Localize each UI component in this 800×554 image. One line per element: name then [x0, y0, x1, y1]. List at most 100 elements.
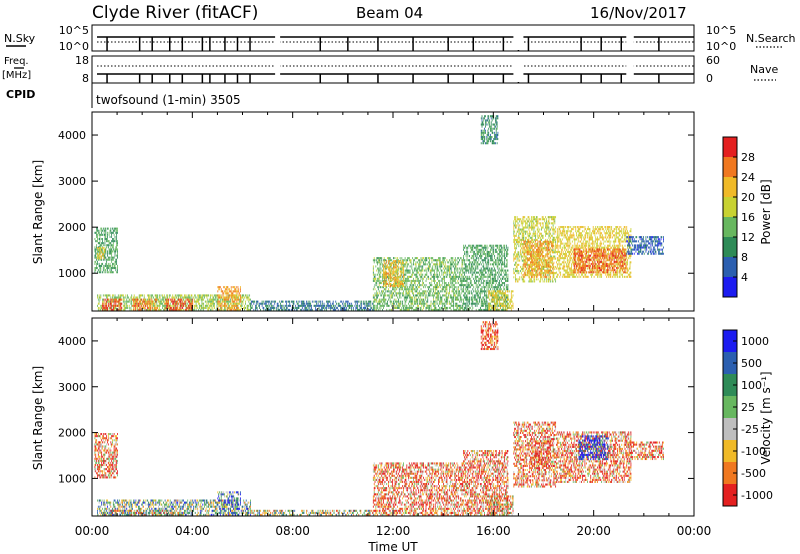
data-cell	[110, 229, 112, 232]
data-cell	[504, 248, 506, 251]
data-cell	[423, 257, 424, 260]
nsearch-tick-high: 10^5	[706, 24, 736, 37]
data-cell	[401, 270, 403, 273]
data-cell	[188, 306, 190, 309]
data-cell	[408, 288, 409, 291]
data-cell	[184, 298, 186, 301]
data-cell	[446, 300, 448, 303]
data-cell	[137, 298, 139, 301]
data-cell	[373, 304, 375, 307]
data-cell	[404, 300, 406, 303]
data-cell	[387, 304, 388, 307]
data-cell	[501, 282, 503, 285]
data-cell	[389, 285, 391, 288]
data-cell	[377, 286, 378, 289]
data-cell	[430, 257, 432, 260]
data-cell	[502, 306, 504, 309]
data-cell	[315, 304, 317, 307]
data-cell	[238, 306, 240, 309]
data-cell	[273, 300, 275, 303]
data-cell	[309, 308, 311, 311]
data-cell	[219, 296, 220, 299]
data-cell	[495, 306, 496, 309]
data-cell	[180, 308, 182, 311]
data-cell	[103, 252, 105, 255]
data-cell	[387, 264, 388, 267]
data-cell	[415, 294, 417, 297]
data-cell	[111, 308, 113, 311]
data-cell	[349, 306, 351, 309]
data-cell	[385, 288, 387, 291]
data-cell	[488, 255, 490, 258]
data-cell	[479, 292, 480, 295]
data-cell	[499, 308, 501, 311]
data-cell	[385, 298, 387, 301]
data-cell	[481, 275, 483, 278]
data-cell	[166, 294, 168, 297]
data-cell	[388, 260, 389, 263]
data-cell	[179, 306, 180, 309]
data-cell	[363, 302, 365, 305]
data-cell	[495, 248, 497, 251]
data-cell	[425, 292, 427, 295]
data-cell	[459, 277, 461, 280]
data-cell	[211, 304, 213, 307]
data-cell	[418, 269, 420, 272]
data-cell	[398, 279, 400, 282]
data-cell	[119, 302, 121, 305]
data-cell	[469, 267, 470, 270]
data-cell	[140, 294, 142, 297]
data-cell	[406, 308, 408, 311]
data-cell	[249, 298, 251, 301]
data-cell	[415, 277, 417, 280]
data-cell	[417, 292, 419, 295]
data-cell	[266, 306, 268, 309]
data-cell	[112, 256, 114, 259]
data-cell	[439, 279, 440, 282]
data-cell	[436, 296, 438, 299]
data-cell	[497, 284, 499, 287]
data-cell	[510, 300, 512, 303]
data-cell	[507, 277, 509, 280]
data-cell	[422, 308, 424, 311]
data-cell	[398, 294, 400, 297]
data-cell	[113, 240, 115, 243]
data-cell	[443, 271, 445, 274]
data-cell	[246, 308, 248, 311]
data-cell	[235, 292, 237, 295]
data-cell	[388, 274, 389, 277]
data-cell	[439, 263, 441, 266]
data-cell	[110, 302, 112, 305]
data-cell	[485, 253, 486, 256]
data-cell	[326, 300, 328, 303]
data-cell	[108, 256, 110, 259]
data-cell	[100, 264, 102, 267]
data-cell	[97, 294, 98, 297]
data-cell	[399, 304, 401, 307]
data-cell	[458, 298, 460, 301]
data-cell	[234, 286, 235, 289]
data-cell	[506, 290, 508, 293]
data-cell	[495, 296, 496, 299]
data-cell	[489, 282, 491, 285]
data-cell	[181, 306, 183, 309]
data-cell	[461, 273, 463, 276]
data-cell	[480, 288, 482, 291]
data-cell	[392, 262, 394, 265]
data-cell	[451, 271, 453, 274]
data-cell	[469, 246, 471, 249]
data-cell	[454, 269, 455, 272]
data-cell	[156, 294, 158, 297]
data-cell	[465, 267, 467, 270]
data-cell	[496, 257, 498, 260]
data-cell	[106, 260, 108, 263]
data-cell	[97, 242, 99, 245]
data-cell	[439, 300, 441, 303]
data-cell	[95, 260, 97, 263]
data-cell	[496, 298, 498, 301]
data-cell	[418, 282, 419, 285]
data-cell	[224, 302, 226, 305]
data-cell	[379, 263, 381, 266]
data-cell	[490, 294, 491, 297]
data-cell	[239, 294, 241, 297]
